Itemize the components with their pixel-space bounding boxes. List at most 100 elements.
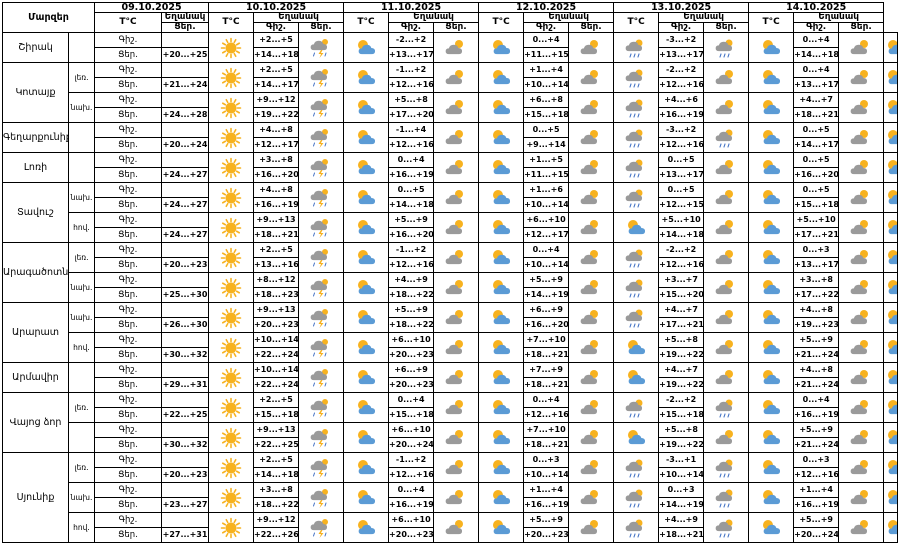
temperature-value: +20...+24 (160, 137, 210, 153)
cloud-light-rain-icon (613, 32, 660, 63)
temperature-value: +4...+7 (658, 302, 705, 318)
temperature-value: +4...+9 (388, 272, 435, 288)
temperature-value: +18...+22 (388, 317, 435, 333)
temperature-value: +22...+26 (253, 527, 300, 543)
temperature-value: +7...+10 (523, 422, 570, 438)
partly-cloudy-icon (748, 452, 795, 483)
region-name: Արագածոտն (2, 242, 69, 303)
temperature-value: +2...+5 (253, 242, 300, 258)
cloud-thunder-rain-icon (298, 152, 345, 183)
table-row: Շիրակ Գիշ. +2...+5 -2...+2 0...+4 -3...+2 0...… (2, 32, 898, 63)
cloud-light-rain-icon (613, 302, 660, 333)
temperature-value: +12...+16 (388, 467, 435, 483)
night-header: Գիշ. (388, 22, 435, 33)
temperature-value: +4...+8 (793, 362, 840, 378)
table-row: նախ. Գիշ. +3...+8 0...+4 +1...+4 0...+3 +1...+… (3, 482, 898, 513)
day-label: Ցեր. (94, 377, 162, 393)
partly-cloudy-icon (748, 212, 795, 243)
temperature-value: +5...+9 (523, 272, 570, 288)
table-row: հով. Գիշ. +10...+14 +6...+10 +7...+10 +5...+8… (3, 332, 898, 363)
night-label: Գիշ. (94, 62, 162, 78)
cloudy-sun-icon (568, 362, 615, 393)
cloudy-sun-icon (568, 182, 615, 213)
temperature-value: +13...+17 (793, 77, 840, 93)
temperature-value: +6...+9 (523, 302, 570, 318)
sun-icon (208, 482, 255, 513)
temperature-value: +22...+24 (253, 347, 300, 363)
terrain-label (68, 362, 95, 393)
terrain-label: լեռ. (68, 392, 95, 423)
day-label: Ցեր. (94, 47, 162, 63)
sun-icon (208, 122, 255, 153)
region-name: Վայոց ձոր (2, 392, 69, 453)
temperature-value: +14...+19 (658, 497, 705, 513)
night-label: Գիշ. (94, 392, 162, 408)
cloudy-sun-icon (433, 302, 480, 333)
cloud-light-rain-icon (613, 512, 660, 543)
partly-cloudy-icon (883, 332, 898, 363)
cloudy-sun-icon (568, 122, 615, 153)
temperature-value: +24...+27 (160, 227, 210, 243)
date-header: 11.10.2025 (343, 2, 480, 13)
temperature-value: +7...+9 (523, 362, 570, 378)
partly-cloudy-icon (748, 482, 795, 513)
partly-cloudy-icon (748, 392, 795, 423)
temperature-value: +22...+25 (253, 437, 300, 453)
partly-cloudy-icon (883, 152, 898, 183)
night-label: Գիշ. (94, 122, 162, 138)
day-header: Ցեր. (838, 22, 885, 33)
partly-cloudy-icon (343, 62, 390, 93)
partly-cloudy-icon (613, 422, 660, 453)
partly-cloudy-icon (883, 122, 898, 153)
temperature-value: +1...+4 (523, 482, 570, 498)
temperature-value (160, 242, 210, 258)
table-row: Ցեր. +20...+23 +14...+18 +12...+16 +10...+14… (3, 467, 898, 483)
temperature-value: 0...+4 (388, 152, 435, 168)
region-name: Արմավիր (2, 362, 69, 393)
night-label: Գիշ. (94, 152, 162, 168)
temperature-value: +12...+16 (658, 77, 705, 93)
temperature-value: +5...+10 (793, 212, 840, 228)
temperature-value: -2...+2 (658, 242, 705, 258)
cloudy-sun-icon (433, 332, 480, 363)
cloudy-sun-icon (568, 242, 615, 273)
temperature-value (160, 272, 210, 288)
cloud-light-rain-icon (613, 272, 660, 303)
table-row: Ցեր. +21...+24 +14...+17 +12...+16 +10...+14… (3, 77, 898, 93)
cloudy-sun-icon (433, 512, 480, 543)
night-label: Գիշ. (94, 32, 162, 48)
temperature-value: 0...+4 (793, 392, 840, 408)
temperature-value: +15...+20 (658, 287, 705, 303)
cloud-thunder-rain-icon (298, 512, 345, 543)
sun-icon (208, 32, 255, 63)
cloud-thunder-rain-icon (298, 452, 345, 483)
cloudy-sun-icon (433, 152, 480, 183)
temperature-value: +5...+9 (523, 512, 570, 528)
table-row: Տավուշ նախ. Գիշ. +4...+8 0...+5 +1...+6 0...+5… (2, 182, 898, 243)
date-header: 10.10.2025 (208, 2, 345, 13)
day-label: Ցեր. (94, 197, 162, 213)
cloud-light-rain-icon (703, 392, 750, 423)
temperature-value: +10...+14 (523, 467, 570, 483)
sun-icon (208, 512, 255, 543)
temperature-value: +17...+22 (793, 287, 840, 303)
terrain-label (68, 152, 95, 183)
region-name: Գեղարքունիք (2, 122, 69, 153)
sun-icon (208, 182, 255, 213)
partly-cloudy-icon (478, 182, 525, 213)
terrain-label: նախ. (68, 302, 95, 333)
temperature-value: +16...+20 (793, 167, 840, 183)
partly-cloudy-icon (748, 32, 795, 63)
temperature-value: +4...+9 (658, 512, 705, 528)
partly-cloudy-icon (343, 422, 390, 453)
temperature-value: +6...+10 (388, 512, 435, 528)
temperature-value: +18...+21 (523, 377, 570, 393)
temperature-value: +2...+5 (253, 32, 300, 48)
temperature-value: -1...+2 (388, 452, 435, 468)
terrain-label: նախ. (68, 182, 95, 213)
cloudy-sun-icon (568, 92, 615, 123)
sun-icon (208, 332, 255, 363)
partly-cloudy-icon (883, 512, 898, 543)
table-row: նախ. Գիշ. +8...+12 +4...+9 +5...+9 +3...+7 +3.… (3, 272, 898, 303)
temperature-value: +4...+7 (658, 362, 705, 378)
